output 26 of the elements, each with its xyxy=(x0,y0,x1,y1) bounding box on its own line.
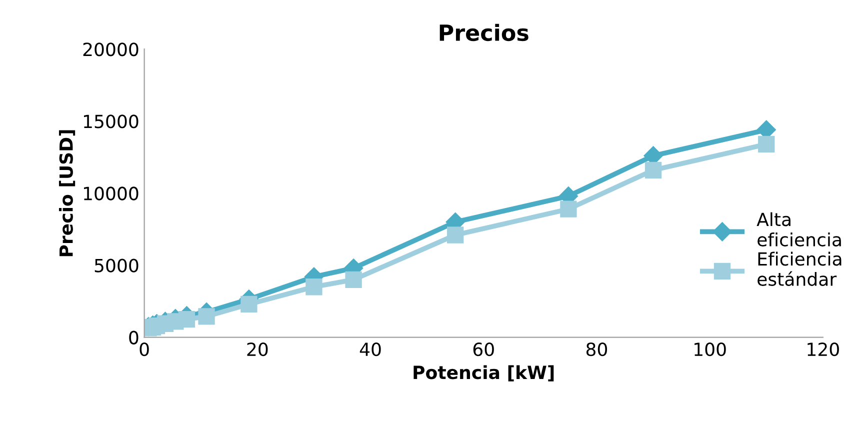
x-tick-label: 20 xyxy=(247,342,268,356)
point xyxy=(198,308,215,325)
point xyxy=(240,296,258,313)
y-tick-label: 5000 xyxy=(94,258,138,272)
legend-label: Alta eficiencia xyxy=(756,212,841,246)
y-tick-label: 10000 xyxy=(84,186,138,200)
y-tick-label: 0 xyxy=(129,330,138,344)
point xyxy=(644,162,662,178)
x-tick-label: 100 xyxy=(694,342,726,356)
x-axis-title: Potencia [kW] xyxy=(414,365,554,382)
chart-title: Precios xyxy=(440,24,528,42)
y-tick-label: 20000 xyxy=(83,42,138,56)
point xyxy=(758,136,775,153)
point xyxy=(447,226,464,244)
legend-label: Eficiencia estándar xyxy=(758,252,842,286)
x-tick-label: 120 xyxy=(808,342,839,356)
point xyxy=(178,310,196,328)
x-tick-label: 80 xyxy=(586,342,608,356)
point xyxy=(306,278,322,296)
x-tick-label: 0 xyxy=(140,342,149,356)
point xyxy=(345,271,362,288)
point xyxy=(560,200,577,218)
x-tick-label: 60 xyxy=(473,342,494,356)
y-axis-title: Precio [USD] xyxy=(58,130,76,256)
y-tick-label: 15000 xyxy=(84,114,138,128)
x-tick-label: 40 xyxy=(360,342,381,356)
